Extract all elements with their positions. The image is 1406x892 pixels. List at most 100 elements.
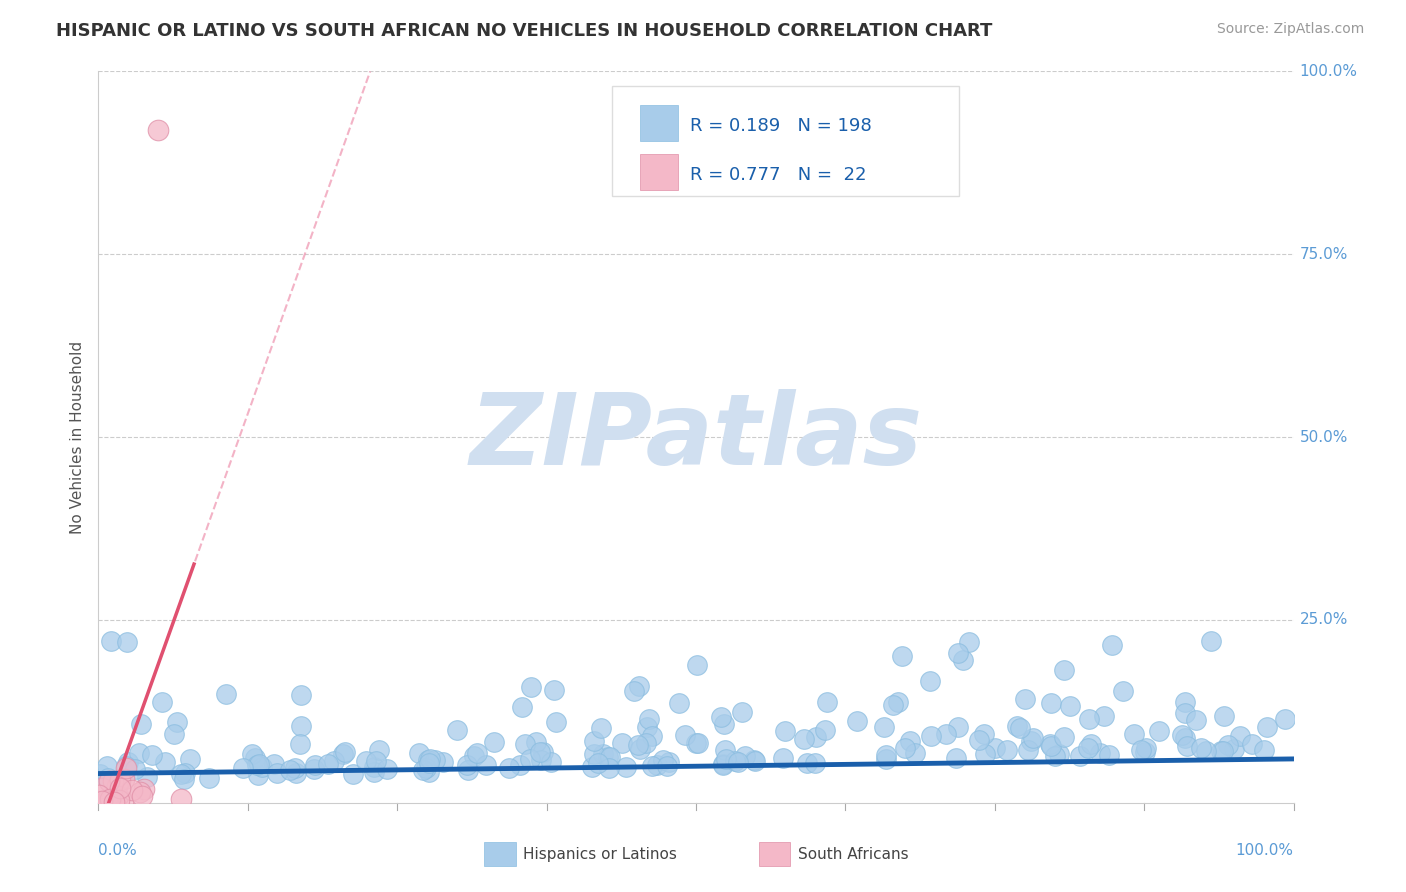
Point [651, 753, 673, 767]
Point [1135, 741, 1157, 756]
Point [136, 770, 159, 784]
Point [247, 756, 270, 771]
Point [814, 723, 837, 738]
Point [636, 736, 658, 750]
Point [232, 761, 254, 775]
Point [1047, 747, 1070, 762]
Point [1092, 709, 1115, 723]
Point [973, 726, 995, 740]
Point [804, 730, 827, 744]
Point [710, 710, 733, 724]
Point [742, 753, 765, 767]
Point [655, 759, 678, 773]
Point [1174, 731, 1197, 745]
Point [96, 759, 118, 773]
Point [596, 750, 619, 764]
Point [285, 765, 308, 780]
Point [658, 755, 681, 769]
Point [713, 717, 735, 731]
Point [529, 745, 551, 759]
FancyBboxPatch shape [613, 86, 959, 195]
Point [484, 735, 506, 749]
Point [1010, 721, 1032, 735]
Point [623, 684, 645, 698]
Point [540, 755, 562, 769]
Point [581, 760, 603, 774]
Point [179, 752, 201, 766]
Point [266, 766, 288, 780]
Point [1170, 728, 1192, 742]
Point [131, 789, 153, 804]
Point [969, 733, 991, 747]
Point [1229, 729, 1251, 743]
Point [1077, 741, 1099, 756]
Point [96, 793, 118, 807]
Point [117, 755, 139, 769]
Point [101, 774, 124, 789]
Point [1195, 743, 1218, 757]
Point [457, 763, 479, 777]
Point [641, 759, 664, 773]
Point [465, 746, 488, 760]
Point [1069, 748, 1091, 763]
Point [215, 687, 238, 701]
Point [98, 794, 121, 808]
Point [711, 757, 734, 772]
Point [90, 794, 112, 808]
Point [150, 695, 173, 709]
Point [1053, 730, 1076, 744]
Text: Hispanics or Latinos: Hispanics or Latinos [523, 847, 676, 862]
Point [533, 745, 555, 759]
Point [246, 768, 269, 782]
Point [946, 720, 969, 734]
Point [1185, 714, 1208, 728]
Point [1039, 739, 1062, 753]
Point [173, 772, 195, 786]
Point [170, 792, 193, 806]
Point [290, 719, 312, 733]
Point [408, 746, 430, 760]
Point [714, 752, 737, 766]
Point [368, 743, 391, 757]
Point [129, 717, 152, 731]
Point [103, 795, 125, 809]
FancyBboxPatch shape [759, 841, 790, 866]
Point [894, 740, 917, 755]
Text: 100.0%: 100.0% [1236, 843, 1294, 858]
Point [952, 653, 974, 667]
Point [91, 781, 114, 796]
Point [446, 723, 468, 737]
Point [1223, 742, 1246, 756]
Point [727, 755, 749, 769]
Y-axis label: No Vehicles in Household: No Vehicles in Household [70, 341, 86, 533]
Point [278, 763, 301, 777]
Point [97, 772, 120, 786]
Point [583, 734, 606, 748]
Point [1174, 706, 1197, 721]
Point [1043, 748, 1066, 763]
Point [686, 658, 709, 673]
Point [290, 688, 312, 702]
Point [515, 737, 537, 751]
Point [731, 705, 754, 719]
FancyBboxPatch shape [485, 841, 516, 866]
Point [166, 714, 188, 729]
Point [121, 782, 143, 797]
Point [98, 791, 121, 805]
Point [284, 761, 307, 775]
Point [845, 714, 868, 728]
Point [734, 748, 756, 763]
Point [1122, 726, 1144, 740]
Point [302, 762, 325, 776]
Point [1005, 719, 1028, 733]
Point [1077, 713, 1099, 727]
Text: ZIPatlas: ZIPatlas [470, 389, 922, 485]
Point [366, 755, 388, 769]
Point [1101, 638, 1123, 652]
Point [463, 748, 485, 763]
Point [974, 747, 997, 761]
Text: South Africans: South Africans [797, 847, 908, 862]
Point [1130, 743, 1153, 757]
Point [363, 760, 385, 774]
Point [510, 699, 533, 714]
